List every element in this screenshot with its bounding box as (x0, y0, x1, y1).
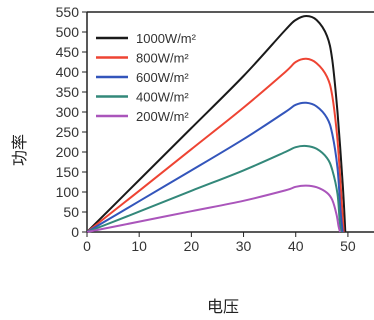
y-tick-label: 300 (56, 104, 80, 120)
y-tick-label: 250 (56, 124, 80, 140)
x-tick-label: 30 (236, 238, 252, 254)
y-axis-title: 功率 (10, 134, 29, 166)
x-tick-label: 40 (288, 238, 304, 254)
x-tick-label: 0 (83, 238, 91, 254)
y-tick-label: 350 (56, 84, 80, 100)
legend-label-3: 600W/m² (136, 70, 189, 85)
series-line-2 (86, 57, 345, 233)
y-tick-label: 100 (56, 184, 80, 200)
legend-label-5: 200W/m² (136, 109, 189, 124)
y-tick-label: 450 (56, 44, 80, 60)
x-axis-ticks: 0 10 20 30 40 50 (83, 232, 356, 254)
y-tick-label: 150 (56, 164, 80, 180)
series-line-4 (86, 144, 343, 233)
series-line-1 (86, 15, 347, 233)
y-tick-label: 500 (56, 24, 80, 40)
x-axis-title: 电压 (207, 297, 239, 316)
series-line-5 (86, 184, 342, 233)
y-tick-label: 550 (56, 4, 80, 20)
y-tick-label: 0 (71, 224, 79, 240)
y-tick-label: 400 (56, 64, 80, 80)
y-axis-ticks: 0 50 100 150 200 250 300 350 400 450 500 550 (56, 4, 87, 240)
legend-label-1: 1000W/m² (136, 31, 197, 46)
y-tick-label: 200 (56, 144, 80, 160)
legend-label-2: 800W/m² (136, 51, 189, 66)
series-layer (86, 15, 347, 233)
legend-label-4: 400W/m² (136, 90, 189, 105)
x-tick-label: 10 (131, 238, 147, 254)
x-tick-label: 20 (184, 238, 200, 254)
legend: 1000W/m² 800W/m² 600W/m² 400W/m² 200W/m² (96, 31, 197, 124)
x-tick-label: 50 (340, 238, 356, 254)
y-tick-label: 50 (63, 204, 79, 220)
plot-frame (86, 11, 374, 233)
series-line-3 (86, 101, 344, 233)
